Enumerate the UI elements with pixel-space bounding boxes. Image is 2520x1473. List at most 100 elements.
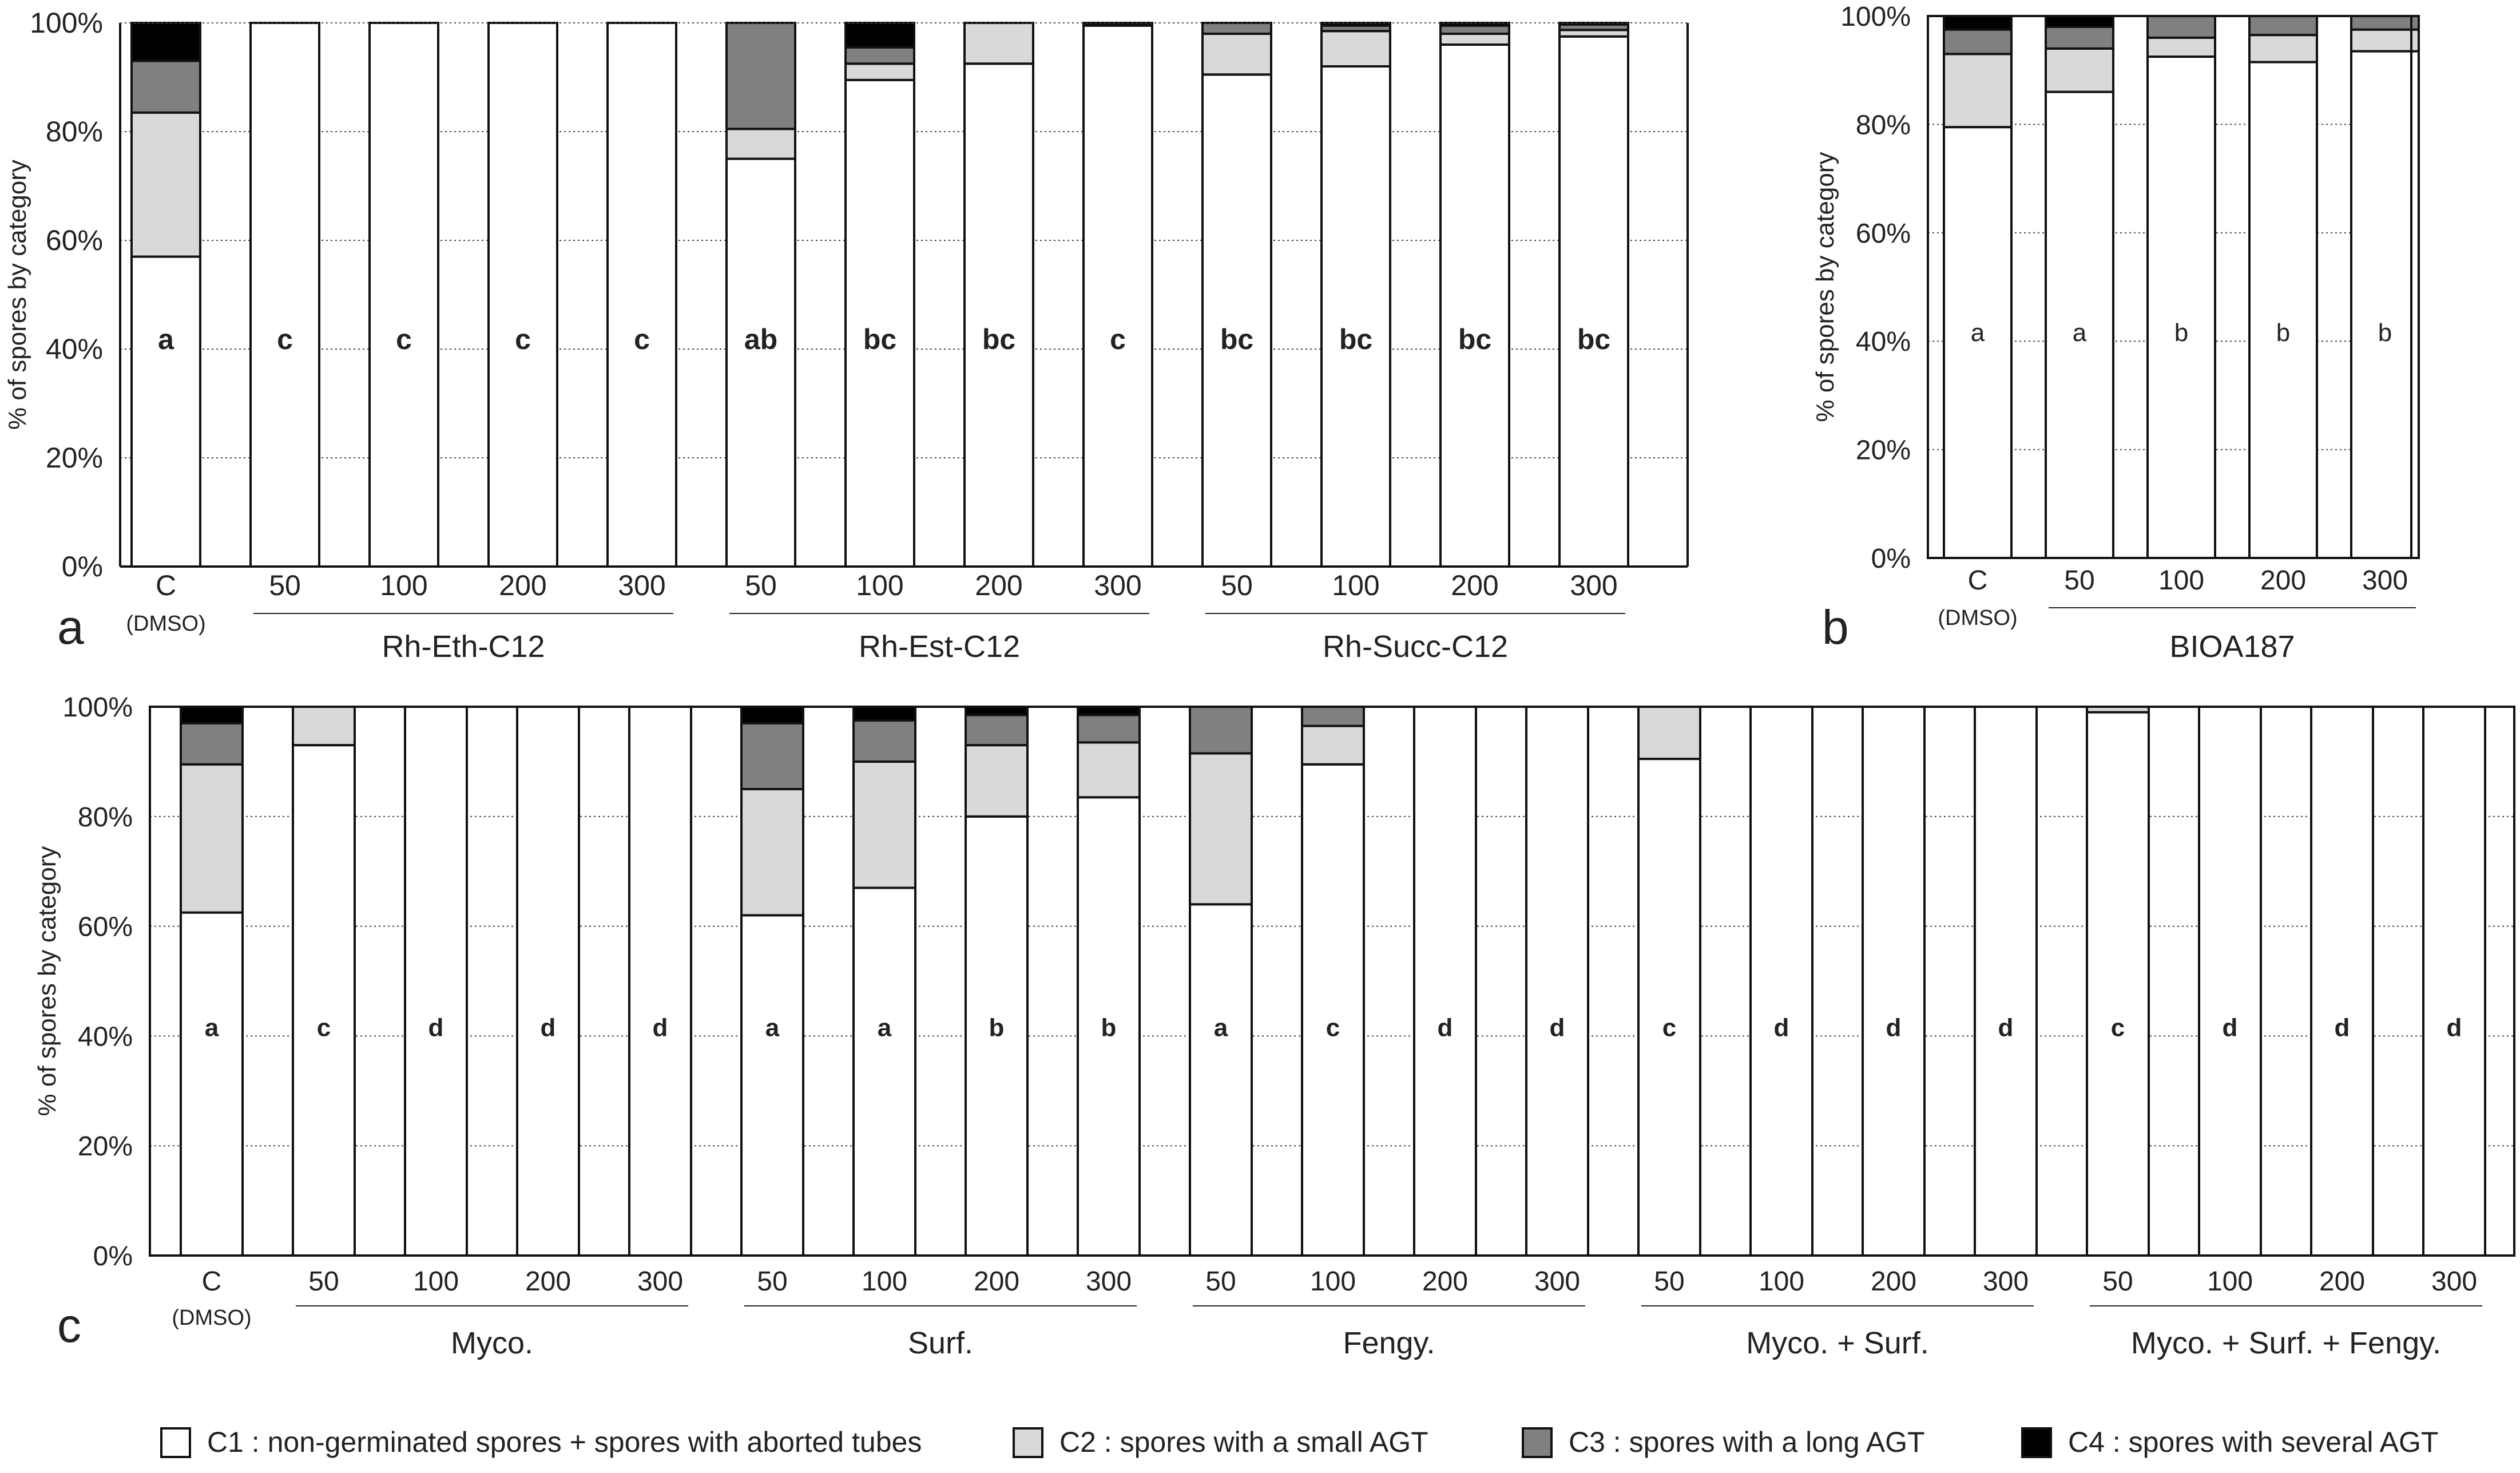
group-title-a: Rh-Succ-C12 [1323,629,1508,664]
bar-segment-c2 [1301,724,1365,766]
bar-segment-c1 [2086,711,2150,1257]
bar-segment-c4 [2045,15,2114,28]
bar-segment-c3 [2045,25,2114,50]
dose-label-a: 300 [618,569,665,601]
bar-segment-c2 [1439,33,1510,46]
significance-letter: bc [1220,323,1253,355]
bar-segment-c4 [130,22,201,62]
group-title-c: Myco. + Surf. [1746,1326,1929,1360]
dose-label-c: 200 [1422,1266,1468,1297]
bar-segment-c1 [1201,73,1272,568]
dose-label-a: 200 [975,569,1022,601]
bar-segment-c2 [852,760,916,889]
dose-label-b: 50 [2064,565,2094,596]
control-sublabel-a: (DMSO) [126,612,205,636]
dose-label-c: 50 [757,1266,787,1297]
bar-segment-c2 [2045,47,2114,93]
y-tick-label-a: 80% [46,116,103,148]
bar-segment-c3 [2146,15,2216,39]
significance-letter: b [2174,319,2188,347]
bar-segment-c1 [844,78,915,568]
bar-segment-c3 [844,46,915,65]
bar-segment-c3 [965,714,1029,747]
significance-letter: bc [1458,323,1491,355]
significance-letter: c [277,323,293,355]
bar-segment-c1 [130,255,201,568]
bar-segment-c1 [487,22,558,568]
significance-letter: c [317,1013,331,1042]
significance-letter: a [1971,319,1985,347]
significance-letter: b [2276,319,2290,347]
bar-segment-c4 [965,706,1029,716]
y-tick-label-a: 20% [46,442,103,474]
significance-letter: b [989,1013,1005,1042]
bar-segment-c3 [2248,15,2318,37]
bar-segment-c2 [292,706,356,747]
dose-label-c: 50 [1205,1266,1236,1297]
plot-frame-c [149,706,2515,1257]
legend-label-c3: C3 : spores with a long AGT [1569,1426,1925,1458]
dose-label-a: 50 [1221,569,1253,601]
legend-label-c4: C4 : spores with several AGT [2068,1426,2438,1458]
bar-segment-c1 [725,157,796,568]
bar-segment-c1 [404,706,468,1257]
dose-label-c: 300 [1983,1266,2029,1297]
bar-segment-c4 [844,22,915,49]
bar-segment-c1 [1862,706,1926,1257]
dose-label-a: 100 [856,569,903,601]
bar-segment-c1 [1974,706,2038,1257]
group-title-c: Myco. + Surf. + Fengy. [2131,1326,2441,1360]
y-tick-label-a: 60% [46,224,103,256]
significance-letter: d [2447,1013,2462,1042]
significance-letter: bc [1339,323,1372,355]
significance-letter: c [515,323,531,355]
dose-label-c: 300 [2431,1266,2477,1297]
bar-segment-c2 [1943,53,2013,129]
bar-segment-c1 [1525,706,1589,1257]
panel-label-c: c [57,1298,81,1352]
significance-letter: bc [982,323,1015,355]
bar-segment-c1 [1558,35,1629,568]
significance-letter: a [158,323,174,355]
bar-segment-c3 [725,22,796,130]
bar-segment-c1 [852,886,916,1257]
bar-segment-c3 [1943,28,2013,56]
significance-letter: d [653,1013,668,1042]
bar-segment-c4 [180,706,244,724]
bar-segment-c1 [1413,706,1477,1257]
control-sublabel-b: (DMSO) [1938,606,2017,630]
control-label-a: C [156,569,176,601]
bar-segment-c1 [292,744,356,1257]
group-title-c: Fengy. [1343,1326,1435,1360]
significance-letter: d [1998,1013,2014,1042]
legend-swatch-c4 [2021,1427,2052,1458]
significance-letter: d [2335,1013,2350,1042]
significance-letter: c [634,323,650,355]
significance-letter: c [1326,1013,1340,1042]
y-tick-label-a: 0% [62,551,103,583]
bar-segment-c4 [1943,15,2013,31]
dose-label-c: 100 [413,1266,459,1297]
significance-letter: a [2073,319,2087,347]
bar-segment-c3 [130,60,201,114]
dose-label-c: 50 [1654,1266,1684,1297]
dose-label-c: 100 [2207,1266,2253,1297]
y-tick-label-c: 20% [78,1131,133,1162]
y-tick-label-b: 20% [1856,435,1911,466]
bar-segment-c4 [740,706,804,724]
significance-letter: b [1101,1013,1117,1042]
dose-label-c: 300 [1086,1266,1132,1297]
bar-segment-c1 [1749,706,1813,1257]
bar-segment-c2 [2248,34,2318,64]
bar-segment-c2 [130,111,201,258]
dose-label-c: 50 [2102,1266,2133,1297]
significance-letter: c [2111,1013,2125,1042]
plot-frame-b [1927,15,2412,559]
bar-segment-c3 [1301,706,1365,727]
bar-segment-c2 [1077,741,1141,799]
dose-label-a: 300 [1094,569,1141,601]
significance-letter: a [1214,1013,1228,1042]
bar-segment-c2 [1637,706,1701,761]
dose-label-c: 300 [637,1266,683,1297]
